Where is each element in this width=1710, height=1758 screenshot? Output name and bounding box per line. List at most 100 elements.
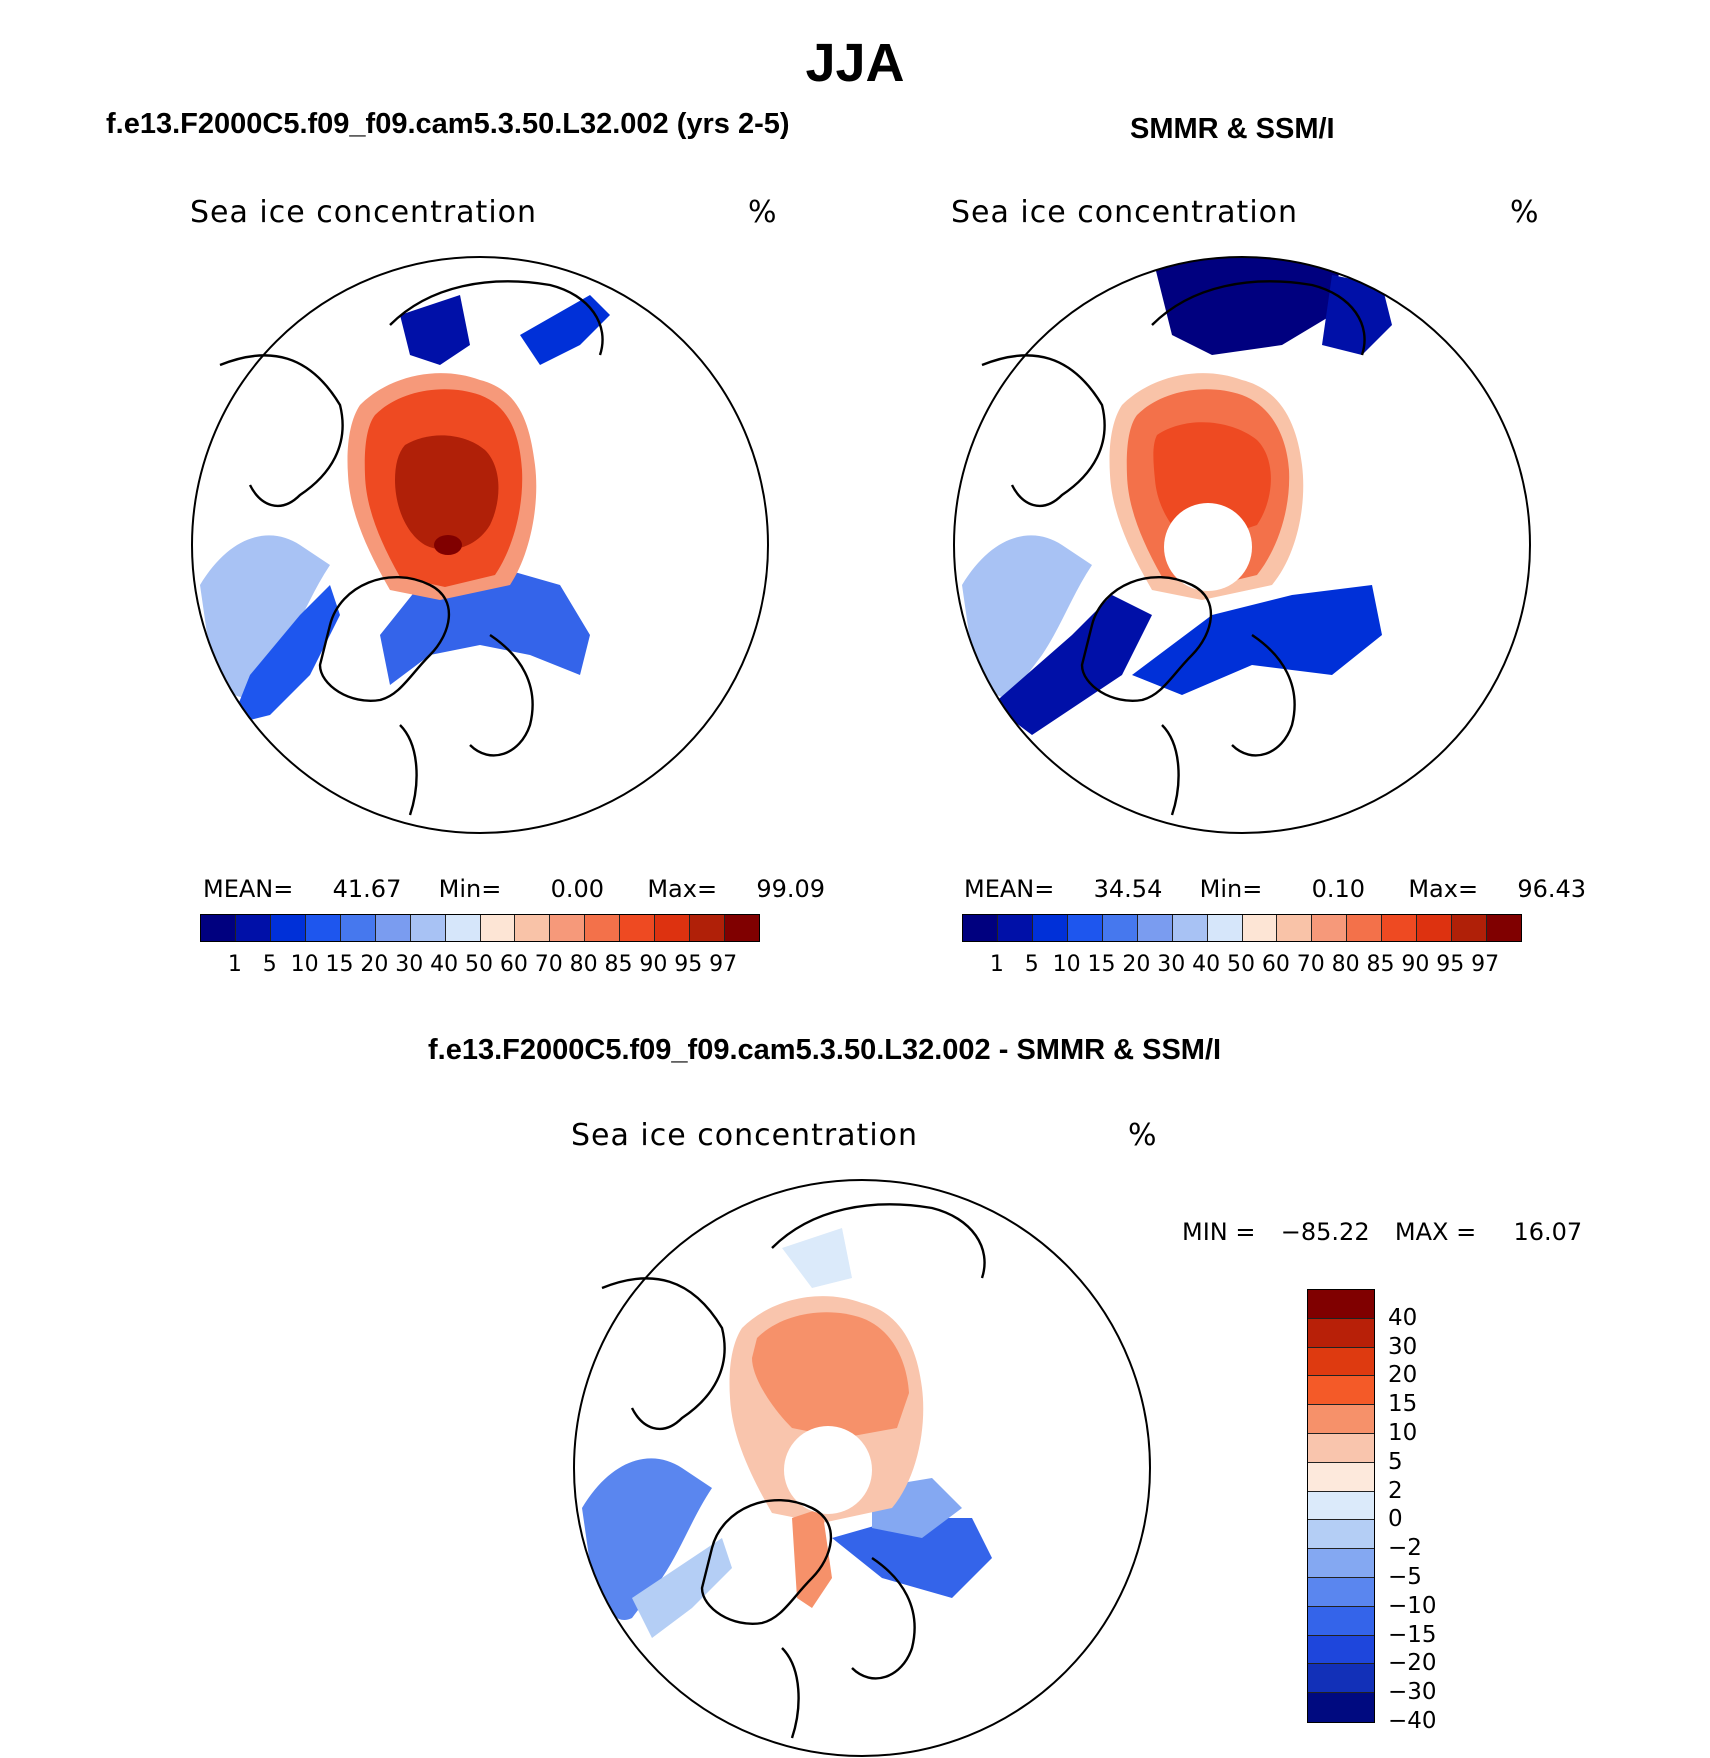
diff-neg-labrador xyxy=(632,1538,732,1638)
colorbar-tick-label: 5 xyxy=(262,952,277,977)
colorbar-tick-label: 85 xyxy=(1366,952,1395,977)
colorbar-swatch xyxy=(1308,1635,1374,1665)
colorbar-tick-label: −30 xyxy=(1388,1679,1437,1706)
colorbar-tick-label: 50 xyxy=(1227,952,1255,977)
diff-coast-greenland xyxy=(700,1498,832,1625)
colorbar-swatch xyxy=(1308,1549,1374,1578)
colorbar-tick-label: 80 xyxy=(1331,952,1360,977)
colorbar-swatch xyxy=(1207,915,1243,941)
model-variable-label: Sea ice concentration xyxy=(190,195,538,230)
colorbar-swatch xyxy=(1487,915,1521,941)
model-case-title: f.e13.F2000C5.f09_f09.cam5.3.50.L32.002 … xyxy=(106,108,790,140)
colorbar-swatch xyxy=(235,915,271,941)
obs-case-title: SMMR & SSM/I xyxy=(1130,113,1335,145)
colorbar-tick-label: 60 xyxy=(1261,952,1290,977)
obs-colorbar-ticks: 1 5 10 15 20 30 40 50 60 70 80 85 90 95 97 xyxy=(962,952,1520,980)
colorbar-swatch xyxy=(1032,915,1068,941)
diff-neg-bering xyxy=(782,1228,852,1288)
colorbar-swatch xyxy=(1308,1462,1374,1492)
colorbar-tick-label: 20 xyxy=(1122,952,1151,977)
colorbar-tick-label: 97 xyxy=(1471,952,1500,977)
colorbar-tick-label: 90 xyxy=(639,952,668,977)
model-max-value: 99.09 xyxy=(756,875,826,903)
colorbar-tick-label: 5 xyxy=(1024,952,1039,977)
colorbar-tick-label: 30 xyxy=(395,952,424,977)
colorbar-tick-label: 70 xyxy=(534,952,563,977)
colorbar-tick-label: −2 xyxy=(1388,1535,1422,1562)
diff-pos-inner xyxy=(752,1312,909,1438)
obs-units-label: % xyxy=(1510,195,1540,230)
model-coast-siberia xyxy=(389,280,604,356)
colorbar-swatch xyxy=(1067,915,1103,941)
colorbar-swatch xyxy=(1308,1376,1374,1406)
colorbar-swatch xyxy=(515,915,551,941)
colorbar-swatch xyxy=(655,915,691,941)
obs-coast-canada xyxy=(981,354,1106,507)
colorbar-tick-label: 80 xyxy=(569,952,598,977)
colorbar-swatch xyxy=(550,915,586,941)
colorbar-tick-label: 5 xyxy=(1388,1448,1403,1475)
colorbar-swatch xyxy=(585,915,621,941)
model-min-label: Min= xyxy=(438,875,502,903)
diff-coast-scandinavia xyxy=(851,1557,916,1680)
obs-stats-line: MEAN= 34.54 Min= 0.10 Max= 96.43 xyxy=(964,875,1586,903)
model-map-border xyxy=(191,256,769,834)
obs-ice-labrador xyxy=(992,595,1152,735)
colorbar-tick-label: 30 xyxy=(1388,1333,1418,1360)
obs-map-border xyxy=(953,256,1531,834)
diff-variable-label: Sea ice concentration xyxy=(571,1118,919,1153)
diff-min-value: −85.22 xyxy=(1280,1218,1370,1246)
colorbar-swatch xyxy=(1308,1520,1374,1550)
model-colorbar-ticks: 1 5 10 15 20 30 40 50 60 70 80 85 90 95 97 xyxy=(200,952,758,980)
obs-pole-hole xyxy=(1164,503,1252,591)
obs-coast-scandinavia xyxy=(1231,634,1296,757)
colorbar-tick-label: 95 xyxy=(674,952,703,977)
diff-neg-barents xyxy=(832,1518,992,1598)
obs-coast-greenland xyxy=(1080,575,1212,702)
diff-coast-europe xyxy=(781,1647,800,1739)
diff-coast-canada xyxy=(601,1277,726,1430)
colorbar-swatch xyxy=(340,915,376,941)
diff-colorbar xyxy=(1307,1289,1375,1723)
obs-max-label: Max= xyxy=(1408,875,1479,903)
diff-colorbar-ticks: 40 30 20 15 10 5 2 0 −2 −5 −10 −15 −20 −30 −40 xyxy=(1388,1289,1468,1751)
obs-ice-bering xyxy=(1152,257,1342,355)
colorbar-swatch xyxy=(1308,1347,1374,1377)
colorbar-tick-label: 15 xyxy=(325,952,354,977)
colorbar-tick-label: 50 xyxy=(465,952,493,977)
colorbar-swatch xyxy=(270,915,306,941)
model-stats-line: MEAN= 41.67 Min= 0.00 Max= 99.09 xyxy=(203,875,825,903)
colorbar-tick-label: 15 xyxy=(1388,1391,1418,1418)
obs-coast-europe xyxy=(1161,724,1180,816)
colorbar-tick-label: 70 xyxy=(1296,952,1325,977)
diff-max-value: 16.07 xyxy=(1513,1218,1583,1246)
model-max-label: Max= xyxy=(647,875,718,903)
colorbar-swatch xyxy=(201,915,236,941)
colorbar-tick-label: 10 xyxy=(290,952,319,977)
colorbar-swatch xyxy=(1242,915,1278,941)
model-mean-label: MEAN= xyxy=(203,875,294,903)
colorbar-swatch xyxy=(410,915,446,941)
diff-neg-baffin xyxy=(582,1458,712,1620)
diff-min-label: MIN = xyxy=(1182,1218,1256,1246)
colorbar-tick-label: 1 xyxy=(227,952,242,977)
colorbar-tick-label: 85 xyxy=(604,952,633,977)
obs-min-label: Min= xyxy=(1199,875,1263,903)
colorbar-tick-label: −20 xyxy=(1388,1650,1437,1677)
colorbar-swatch xyxy=(1312,915,1348,941)
diff-units-label: % xyxy=(1128,1118,1158,1153)
model-ice-fringe-bering xyxy=(400,295,470,365)
colorbar-swatch xyxy=(725,915,759,941)
colorbar-swatch xyxy=(1308,1405,1374,1434)
colorbar-tick-label: −5 xyxy=(1388,1564,1422,1590)
model-polar-map xyxy=(191,256,769,834)
colorbar-tick-label: 15 xyxy=(1087,952,1116,977)
model-colorbar xyxy=(200,914,760,942)
model-coast-europe xyxy=(399,724,418,816)
colorbar-swatch xyxy=(1308,1290,1374,1319)
obs-min-value: 0.10 xyxy=(1311,875,1366,903)
page-title: JJA xyxy=(805,33,905,93)
obs-mean-value: 34.54 xyxy=(1093,875,1163,903)
colorbar-tick-label: 10 xyxy=(1052,952,1081,977)
model-coast-scandinavia xyxy=(469,634,534,757)
